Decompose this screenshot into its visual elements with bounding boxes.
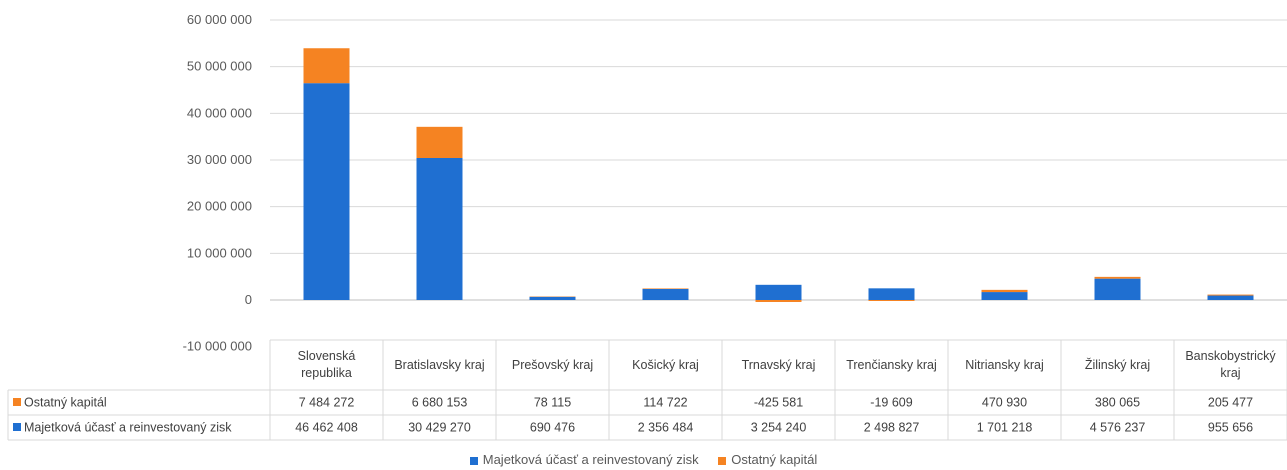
bar-majetkova bbox=[755, 284, 802, 300]
table-row-label: Ostatný kapitál bbox=[24, 396, 107, 410]
table-cell: -19 609 bbox=[870, 396, 912, 410]
table-cell: 2 498 827 bbox=[864, 421, 920, 435]
bar-ostatny bbox=[642, 288, 689, 290]
bar-majetkova bbox=[868, 288, 915, 300]
chart-legend: Majetková účasť a reinvestovaný zisk Ost… bbox=[0, 452, 1287, 467]
bar-majetkova bbox=[1094, 278, 1141, 300]
bar-ostatny bbox=[755, 300, 802, 302]
table-cell: 955 656 bbox=[1208, 421, 1253, 435]
y-tick-label: 20 000 000 bbox=[187, 199, 252, 214]
bar-majetkova bbox=[416, 157, 463, 300]
bar-majetkova bbox=[642, 289, 689, 300]
category-label: Košický kraj bbox=[632, 358, 699, 372]
table-cell: 690 476 bbox=[530, 421, 575, 435]
bar-majetkova bbox=[303, 83, 350, 300]
bar-majetkova bbox=[529, 296, 576, 300]
table-cell: 6 680 153 bbox=[412, 396, 468, 410]
table-cell: 2 356 484 bbox=[638, 421, 694, 435]
table-cell: 3 254 240 bbox=[751, 421, 807, 435]
y-tick-label: 30 000 000 bbox=[187, 152, 252, 167]
category-label: kraj bbox=[1220, 366, 1240, 380]
y-tick-label: 10 000 000 bbox=[187, 245, 252, 260]
table-row-swatch bbox=[13, 398, 21, 406]
category-label: Žilinský kraj bbox=[1085, 357, 1150, 372]
table-cell: 114 722 bbox=[643, 396, 687, 410]
table-cell: 1 701 218 bbox=[977, 421, 1033, 435]
bar-ostatny bbox=[416, 126, 463, 158]
bar-ostatny bbox=[1207, 294, 1254, 296]
table-cell: 4 576 237 bbox=[1090, 421, 1146, 435]
table-row-label: Majetková účasť a reinvestovaný zisk bbox=[24, 421, 232, 435]
legend-label-majetkova: Majetková účasť a reinvestovaný zisk bbox=[482, 452, 699, 467]
y-tick-label: 50 000 000 bbox=[187, 59, 252, 74]
category-label: Trnavský kraj bbox=[742, 358, 816, 372]
legend-swatch-ostatny bbox=[718, 456, 727, 465]
y-tick-label: 40 000 000 bbox=[187, 105, 252, 120]
legend-swatch-majetkova bbox=[469, 456, 478, 465]
category-label: Nitriansky kraj bbox=[965, 358, 1044, 372]
bar-ostatny bbox=[981, 289, 1028, 293]
category-label: Bratislavsky kraj bbox=[394, 358, 484, 372]
table-cell: -425 581 bbox=[754, 396, 803, 410]
category-label: republika bbox=[301, 366, 352, 380]
bar-majetkova bbox=[981, 292, 1028, 300]
table-cell: 470 930 bbox=[982, 396, 1027, 410]
table-row-swatch bbox=[13, 423, 21, 431]
y-tick-label: -10 000 000 bbox=[183, 339, 252, 354]
bar-majetkova bbox=[1207, 295, 1254, 300]
table-cell: 78 115 bbox=[534, 396, 571, 410]
bar-ostatny bbox=[868, 300, 915, 301]
bar-ostatny bbox=[1094, 276, 1141, 279]
category-label: Prešovský kraj bbox=[512, 358, 593, 372]
y-tick-label: 0 bbox=[245, 292, 252, 307]
table-cell: 30 429 270 bbox=[408, 421, 471, 435]
legend-item-majetkova: Majetková účasť a reinvestovaný zisk bbox=[469, 452, 699, 467]
category-label: Trenčiansky kraj bbox=[846, 358, 937, 372]
legend-label-ostatny: Ostatný kapitál bbox=[731, 452, 818, 467]
table-cell: 46 462 408 bbox=[295, 421, 358, 435]
category-label: Banskobystrický bbox=[1185, 349, 1276, 363]
table-cell: 205 477 bbox=[1208, 396, 1253, 410]
y-tick-label: 60 000 000 bbox=[187, 12, 252, 27]
legend-item-ostatny: Ostatný kapitál bbox=[718, 452, 817, 467]
bar-ostatny bbox=[303, 48, 350, 84]
table-cell: 380 065 bbox=[1095, 396, 1140, 410]
category-label: Slovenská bbox=[298, 349, 356, 363]
table-cell: 7 484 272 bbox=[299, 396, 355, 410]
